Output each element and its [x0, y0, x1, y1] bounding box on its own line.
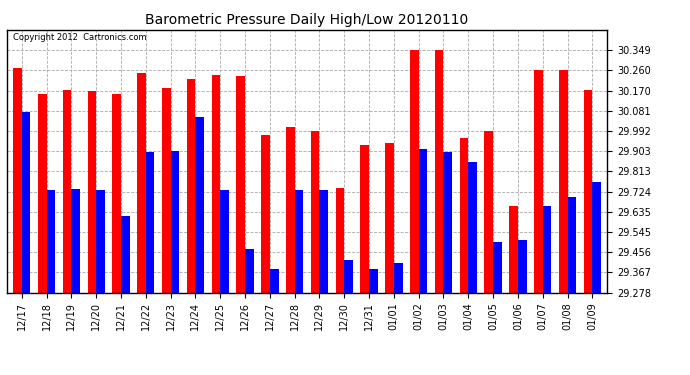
Bar	[584, 90, 592, 292]
Bar	[567, 197, 576, 292]
Bar	[13, 68, 22, 292]
Bar	[518, 240, 526, 292]
Bar	[335, 188, 344, 292]
Bar	[47, 190, 55, 292]
Bar	[137, 72, 146, 292]
Bar	[63, 90, 71, 292]
Bar	[419, 150, 427, 292]
Bar	[385, 143, 394, 292]
Bar	[394, 262, 402, 292]
Bar	[195, 117, 204, 292]
Text: Copyright 2012  Cartronics.com: Copyright 2012 Cartronics.com	[13, 33, 146, 42]
Bar	[220, 190, 229, 292]
Bar	[88, 91, 96, 292]
Bar	[38, 94, 47, 292]
Bar	[369, 269, 377, 292]
Bar	[534, 70, 543, 292]
Bar	[270, 269, 279, 292]
Bar	[543, 206, 551, 292]
Bar	[360, 145, 369, 292]
Bar	[261, 135, 270, 292]
Bar	[295, 190, 304, 292]
Bar	[162, 88, 170, 292]
Bar	[146, 152, 155, 292]
Bar	[559, 70, 567, 292]
Title: Barometric Pressure Daily High/Low 20120110: Barometric Pressure Daily High/Low 20120…	[146, 13, 469, 27]
Bar	[286, 127, 295, 292]
Bar	[96, 190, 105, 292]
Bar	[22, 112, 30, 292]
Bar	[310, 131, 319, 292]
Bar	[71, 189, 80, 292]
Bar	[410, 50, 419, 292]
Bar	[212, 75, 220, 292]
Bar	[493, 242, 502, 292]
Bar	[484, 131, 493, 292]
Bar	[121, 216, 130, 292]
Bar	[435, 50, 444, 292]
Bar	[187, 80, 195, 292]
Bar	[592, 182, 601, 292]
Bar	[112, 94, 121, 292]
Bar	[444, 152, 452, 292]
Bar	[469, 162, 477, 292]
Bar	[509, 206, 518, 292]
Bar	[245, 249, 254, 292]
Bar	[170, 151, 179, 292]
Bar	[460, 138, 469, 292]
Bar	[237, 76, 245, 292]
Bar	[344, 260, 353, 292]
Bar	[319, 190, 328, 292]
